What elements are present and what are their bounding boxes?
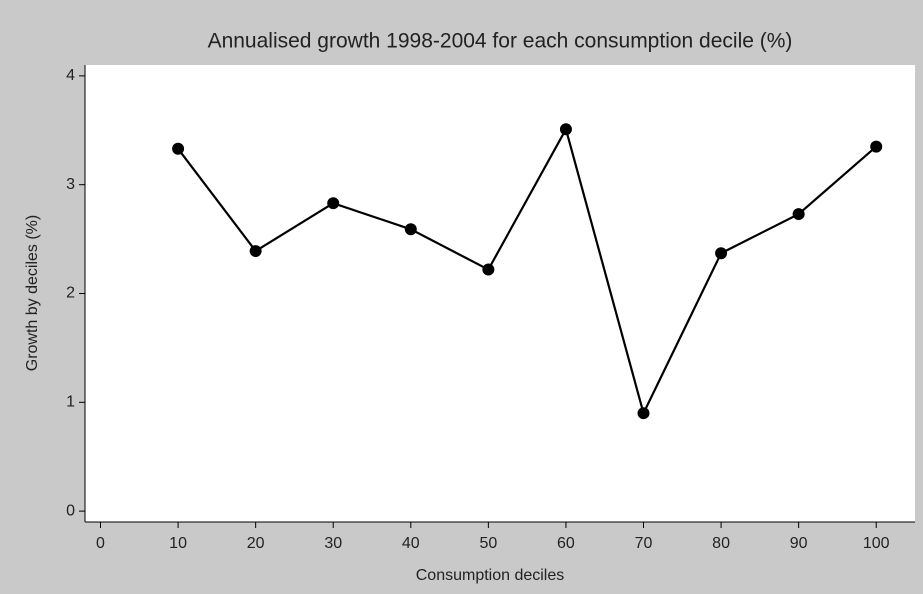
x-tick-label: 0 bbox=[96, 535, 105, 552]
x-tick-label: 70 bbox=[635, 535, 653, 552]
y-tick-label: 0 bbox=[66, 502, 75, 519]
x-tick-label: 10 bbox=[169, 535, 187, 552]
x-tick-label: 30 bbox=[324, 535, 342, 552]
y-tick-label: 1 bbox=[66, 394, 75, 411]
data-point bbox=[249, 245, 262, 258]
series-line bbox=[177, 126, 877, 417]
x-axis-label: Consumption deciles bbox=[416, 567, 565, 584]
data-point bbox=[482, 263, 495, 276]
data-point bbox=[637, 407, 650, 420]
x-tick-label: 60 bbox=[557, 535, 575, 552]
plot-area bbox=[85, 65, 915, 522]
x-tick-label: 80 bbox=[712, 535, 730, 552]
data-point bbox=[715, 247, 728, 260]
y-tick-label: 3 bbox=[66, 176, 75, 193]
data-point bbox=[792, 208, 805, 221]
y-tick-label: 2 bbox=[66, 285, 75, 302]
x-tick-label: 90 bbox=[790, 535, 808, 552]
x-tick-label: 50 bbox=[479, 535, 497, 552]
data-point bbox=[559, 123, 572, 136]
y-axis-label: Growth by deciles (%) bbox=[24, 215, 41, 372]
chart-title: Annualised growth 1998-2004 for each con… bbox=[208, 30, 793, 53]
x-tick-label: 20 bbox=[247, 535, 265, 552]
data-point bbox=[404, 223, 417, 236]
data-point bbox=[172, 142, 185, 155]
y-tick-label: 4 bbox=[66, 67, 75, 84]
data-point bbox=[327, 197, 340, 210]
data-point bbox=[870, 140, 883, 153]
x-tick-label: 100 bbox=[863, 535, 890, 552]
x-tick-label: 40 bbox=[402, 535, 420, 552]
